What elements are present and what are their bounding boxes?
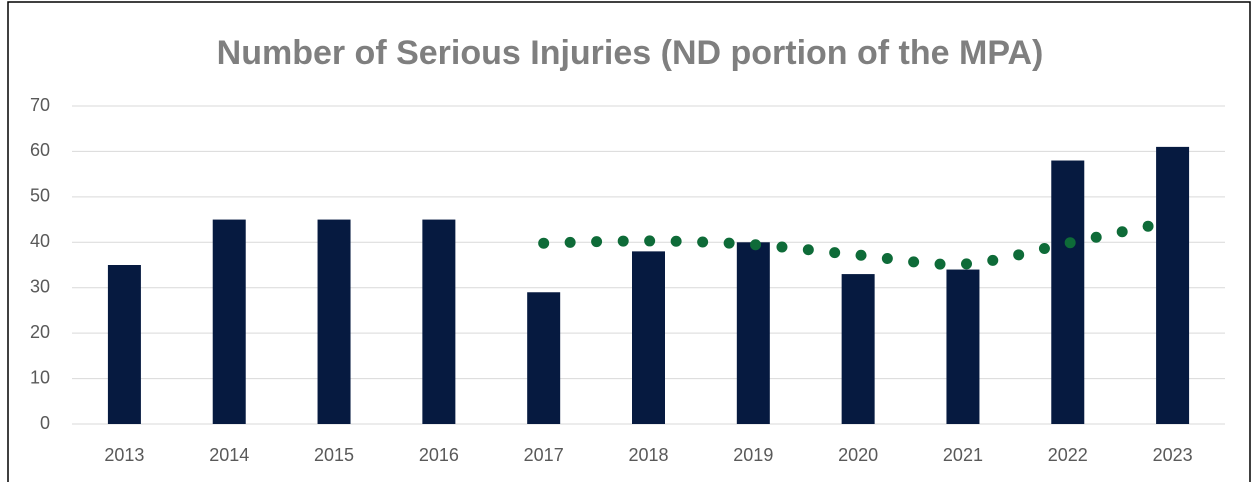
y-tick-label: 50: [30, 186, 50, 206]
bar: [212, 219, 246, 424]
x-tick-label: 2020: [838, 445, 878, 465]
y-tick-label: 60: [30, 140, 50, 160]
trend-line: [538, 215, 1179, 270]
y-tick-label: 30: [30, 276, 50, 296]
bar: [632, 251, 665, 424]
x-tick-label: 2019: [733, 445, 773, 465]
x-tick-label: 2022: [1048, 445, 1088, 465]
bar: [736, 242, 770, 424]
bar: [422, 219, 456, 424]
y-tick-label: 40: [30, 231, 50, 251]
x-tick-label: 2017: [524, 445, 564, 465]
x-tick-label: 2013: [104, 445, 144, 465]
chart-title: Number of Serious Injuries (ND portion o…: [217, 34, 1044, 72]
x-tick-label: 2023: [1153, 445, 1193, 465]
bar: [946, 269, 980, 424]
x-tick-label: 2021: [943, 445, 983, 465]
x-tick-label: 2016: [419, 445, 459, 465]
y-tick-label: 10: [30, 367, 50, 387]
x-tick-label: 2015: [314, 445, 354, 465]
bar: [841, 274, 875, 424]
bar: [1051, 160, 1085, 424]
y-tick-label: 0: [40, 413, 50, 433]
x-tick-label: 2018: [628, 445, 668, 465]
bar: [107, 265, 141, 424]
y-tick-label: 20: [30, 322, 50, 342]
x-tick-label: 2014: [209, 445, 249, 465]
bar: [317, 219, 351, 424]
bar: [527, 292, 561, 424]
bar: [1156, 146, 1190, 424]
y-tick-label: 70: [30, 95, 50, 115]
